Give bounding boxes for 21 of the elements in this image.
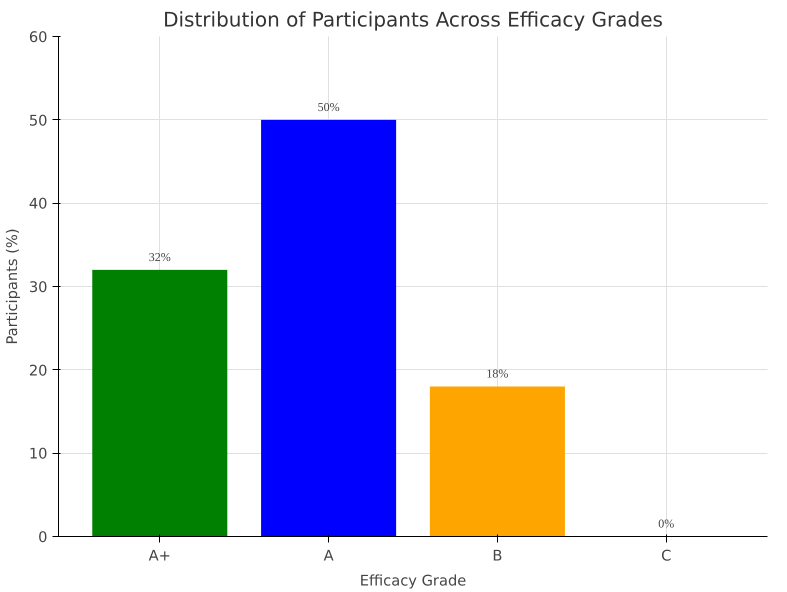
x-tick-label: B	[492, 548, 502, 564]
y-axis-title: Participants (%)	[4, 228, 21, 345]
bar	[92, 270, 228, 536]
y-tick-label: 10	[28, 446, 48, 463]
data-label: 50%	[318, 100, 340, 114]
data-label: 0%	[658, 516, 674, 530]
chart-title: Distribution of Participants Across Efficacy Grades	[163, 8, 663, 32]
bar	[261, 120, 396, 536]
y-tick-label: 0	[38, 529, 48, 546]
data-label: 32%	[148, 250, 171, 264]
x-tick-label: A+	[148, 548, 171, 564]
y-tick-label: 30	[28, 279, 48, 296]
x-tick-label: A	[324, 548, 334, 564]
y-tick-label: 60	[28, 29, 48, 46]
y-tick-label: 40	[28, 196, 48, 213]
data-label: 18%	[486, 366, 508, 380]
y-tick-label: 20	[28, 362, 48, 380]
y-tick-label: 50	[28, 112, 48, 130]
x-axis-title: Efficacy Grade	[360, 572, 466, 590]
x-tick-label: C	[661, 548, 672, 564]
bar	[430, 386, 565, 536]
